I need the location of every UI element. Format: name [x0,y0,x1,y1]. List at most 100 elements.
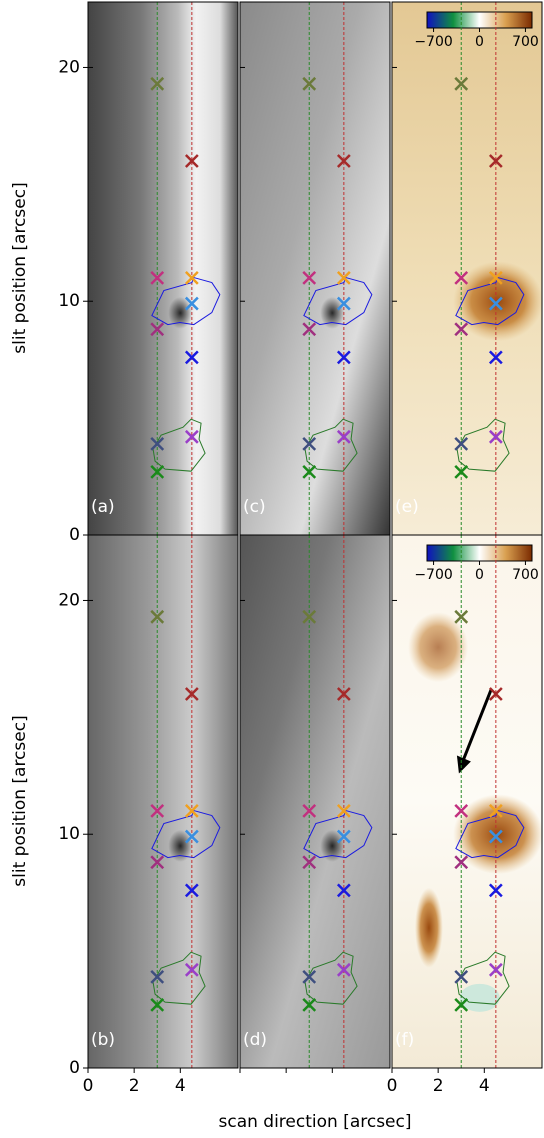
y-tick-label: 10 [58,824,80,844]
marker [488,962,503,977]
marker [336,803,351,818]
contour [151,809,221,859]
marker [488,829,503,844]
contour [303,809,373,859]
y-axis-label: slit position [arcsec] [10,715,30,886]
marker [454,76,469,91]
marker [150,609,165,624]
arrow [462,688,493,760]
marker [336,154,351,168]
marker [302,855,317,870]
marker [150,436,165,451]
panel-frame [391,534,543,1069]
marker [184,962,199,977]
marker [302,969,317,984]
colorbar [426,544,533,562]
marker [336,687,351,701]
marker [454,322,469,337]
colorbar-tick-label: −700 [414,567,452,583]
dark-spot [320,296,345,329]
panel-label: (d) [243,1030,267,1050]
marker [184,270,199,285]
marker [336,962,351,977]
marker [336,296,351,311]
panel-label: (a) [91,497,115,517]
marker [184,296,199,311]
colorbar [426,11,533,29]
marker [184,803,199,818]
marker [150,464,165,479]
marker [184,429,199,444]
y-tick-label: 20 [58,590,80,610]
marker [302,803,317,818]
marker [336,883,351,898]
y-tick-label: 10 [58,291,80,311]
marker [336,350,351,365]
y-axis-label: slit position [arcsec] [10,182,30,353]
y-tick-label: 0 [69,525,80,545]
flow-blob [408,612,469,683]
marker [454,270,469,285]
marker [488,429,503,444]
marker [488,803,503,818]
marker [336,829,351,844]
marker [488,270,503,285]
contour [151,276,221,326]
image-panel [240,535,390,1068]
marker [302,997,317,1012]
marker [184,350,199,365]
marker [150,997,165,1012]
marker [488,350,503,365]
x-tick-label: 2 [433,1076,444,1096]
marker [150,270,165,285]
marker [454,464,469,479]
marker [336,429,351,444]
marker [302,270,317,285]
colorbar-tick-label: 0 [475,34,484,50]
marker [150,855,165,870]
y-tick-label: 20 [58,57,80,77]
y-tick-label: 0 [69,1058,80,1078]
marker [184,154,199,168]
marker [302,609,317,624]
marker [488,154,503,168]
marker [454,997,469,1012]
marker [454,609,469,624]
x-tick-label: 4 [175,1076,186,1096]
x-tick-label: 4 [479,1076,490,1096]
contour [455,809,525,859]
panel-label: (f) [395,1030,414,1050]
marker [302,436,317,451]
flow-blob [414,887,443,968]
dark-spot [168,296,193,329]
marker [454,803,469,818]
colorbar-tick-label: 700 [512,567,539,583]
marker [302,464,317,479]
contour [455,276,525,326]
colorbar-tick-label: 700 [512,34,539,50]
colorbar-tick-label: 0 [475,567,484,583]
marker [150,76,165,91]
marker [150,322,165,337]
marker [488,883,503,898]
marker [454,969,469,984]
marker [488,687,503,701]
marker [336,270,351,285]
marker [150,803,165,818]
flow-blob [459,983,500,1012]
panel-label: (e) [395,497,419,517]
arrow-head [456,755,471,774]
x-tick-label: 2 [129,1076,140,1096]
marker [454,855,469,870]
panel-label: (c) [243,497,266,517]
panel-label: (b) [91,1030,115,1050]
image-panel [88,535,238,1068]
marker [184,883,199,898]
dark-spot [320,829,345,862]
image-panel [240,2,390,535]
marker [488,296,503,311]
x-tick-label: 0 [387,1076,398,1096]
dark-spot [168,829,193,862]
marker [454,436,469,451]
